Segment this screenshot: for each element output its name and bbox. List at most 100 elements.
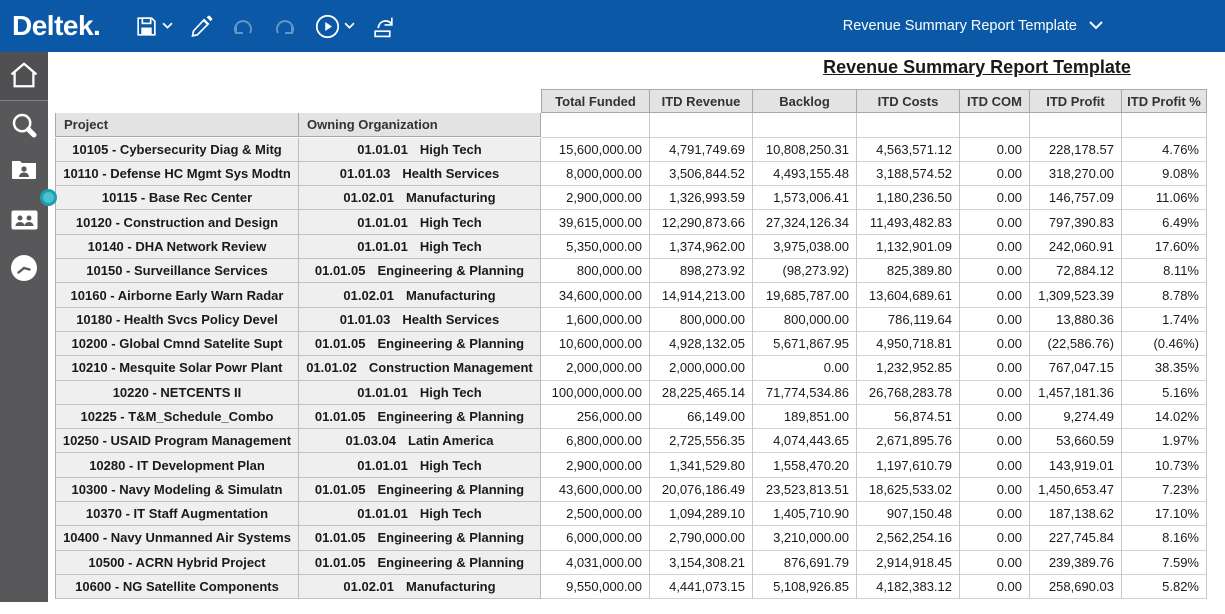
owning-organization-cell[interactable]: 01.01.05Engineering & Planning [299, 478, 541, 502]
numeric-cell[interactable]: 4,074,443.65 [753, 429, 857, 453]
numeric-cell[interactable]: 2,671,895.76 [857, 429, 960, 453]
numeric-cell[interactable]: 0.00 [960, 429, 1030, 453]
numeric-cell[interactable]: 146,757.09 [1030, 186, 1122, 210]
numeric-cell[interactable]: 898,273.92 [650, 259, 753, 283]
numeric-cell[interactable]: 17.10% [1122, 502, 1207, 526]
numeric-cell[interactable]: 8.16% [1122, 526, 1207, 550]
table-row[interactable]: 10225 - T&M_Schedule_Combo01.01.05Engine… [55, 405, 1207, 429]
numeric-cell[interactable]: 256,000.00 [541, 405, 650, 429]
numeric-cell[interactable]: 2,900,000.00 [541, 453, 650, 477]
numeric-cell[interactable]: 318,270.00 [1030, 162, 1122, 186]
export-button[interactable] [363, 8, 404, 44]
owning-organization-cell[interactable]: 01.02.01Manufacturing [299, 575, 541, 599]
numeric-cell[interactable]: 1,450,653.47 [1030, 478, 1122, 502]
save-button[interactable] [126, 8, 181, 44]
column-header-itd-com[interactable]: ITD COM [960, 89, 1030, 113]
numeric-cell[interactable]: 5.82% [1122, 575, 1207, 599]
numeric-cell[interactable]: 38.35% [1122, 356, 1207, 380]
numeric-cell[interactable]: 0.00 [960, 526, 1030, 550]
numeric-cell[interactable]: 228,178.57 [1030, 138, 1122, 162]
project-cell[interactable]: 10370 - IT Staff Augmentation [55, 502, 299, 526]
column-header-itd-profit[interactable]: ITD Profit [1030, 89, 1122, 113]
numeric-cell[interactable]: 26,768,283.78 [857, 381, 960, 405]
numeric-cell[interactable]: 19,685,787.00 [753, 283, 857, 307]
numeric-cell[interactable]: 5,671,867.95 [753, 332, 857, 356]
column-header-owning-organization[interactable]: Owning Organization [299, 113, 541, 137]
numeric-cell[interactable]: 8,000,000.00 [541, 162, 650, 186]
project-cell[interactable]: 10110 - Defense HC Mgmt Sys Modtn [55, 162, 299, 186]
numeric-cell[interactable]: 5,108,926.85 [753, 575, 857, 599]
numeric-cell[interactable]: 66,149.00 [650, 405, 753, 429]
numeric-cell[interactable]: 797,390.83 [1030, 210, 1122, 234]
sidebar-item-people[interactable] [4, 202, 44, 242]
numeric-cell[interactable]: 3,975,038.00 [753, 235, 857, 259]
project-cell[interactable]: 10150 - Surveillance Services [55, 259, 299, 283]
numeric-cell[interactable]: 20,076,186.49 [650, 478, 753, 502]
numeric-cell[interactable]: 1,341,529.80 [650, 453, 753, 477]
numeric-cell[interactable]: 3,506,844.52 [650, 162, 753, 186]
numeric-cell[interactable]: 786,119.64 [857, 308, 960, 332]
owning-organization-cell[interactable]: 01.01.01High Tech [299, 138, 541, 162]
numeric-cell[interactable]: 56,874.51 [857, 405, 960, 429]
numeric-cell[interactable]: 39,615,000.00 [541, 210, 650, 234]
numeric-cell[interactable]: 43,600,000.00 [541, 478, 650, 502]
numeric-cell[interactable]: 143,919.01 [1030, 453, 1122, 477]
table-row[interactable]: 10280 - IT Development Plan01.01.01High … [55, 453, 1207, 477]
numeric-cell[interactable]: 14.02% [1122, 405, 1207, 429]
numeric-cell[interactable]: 876,691.79 [753, 551, 857, 575]
numeric-cell[interactable]: 1,457,181.36 [1030, 381, 1122, 405]
numeric-cell[interactable]: 34,600,000.00 [541, 283, 650, 307]
owning-organization-cell[interactable]: 01.01.05Engineering & Planning [299, 551, 541, 575]
numeric-cell[interactable]: 23,523,813.51 [753, 478, 857, 502]
numeric-cell[interactable]: 72,884.12 [1030, 259, 1122, 283]
numeric-cell[interactable]: 3,188,574.52 [857, 162, 960, 186]
numeric-cell[interactable]: 7.23% [1122, 478, 1207, 502]
table-row[interactable]: 10150 - Surveillance Services01.01.05Eng… [55, 259, 1207, 283]
table-row[interactable]: 10220 - NETCENTS II01.01.01High Tech100,… [55, 381, 1207, 405]
numeric-cell[interactable]: 4,182,383.12 [857, 575, 960, 599]
numeric-cell[interactable]: 28,225,465.14 [650, 381, 753, 405]
numeric-cell[interactable]: 907,150.48 [857, 502, 960, 526]
redo-button[interactable] [264, 8, 306, 44]
project-cell[interactable]: 10400 - Navy Unmanned Air Systems [55, 526, 299, 550]
numeric-cell[interactable]: 0.00 [960, 405, 1030, 429]
column-header-itd-profit-pct[interactable]: ITD Profit % [1122, 89, 1207, 113]
numeric-cell[interactable]: 17.60% [1122, 235, 1207, 259]
numeric-cell[interactable]: 9.08% [1122, 162, 1207, 186]
numeric-cell[interactable]: 1,232,952.85 [857, 356, 960, 380]
column-header-itd-costs[interactable]: ITD Costs [857, 89, 960, 113]
owning-organization-cell[interactable]: 01.02.01Manufacturing [299, 186, 541, 210]
numeric-cell[interactable]: 0.00 [960, 186, 1030, 210]
numeric-cell[interactable]: 0.00 [960, 356, 1030, 380]
table-row[interactable]: 10400 - Navy Unmanned Air Systems01.01.0… [55, 526, 1207, 550]
numeric-cell[interactable]: 0.00 [960, 453, 1030, 477]
numeric-cell[interactable]: 5.16% [1122, 381, 1207, 405]
table-row[interactable]: 10140 - DHA Network Review01.01.01High T… [55, 235, 1207, 259]
numeric-cell[interactable]: 18,625,533.02 [857, 478, 960, 502]
numeric-cell[interactable]: 0.00 [960, 259, 1030, 283]
owning-organization-cell[interactable]: 01.01.05Engineering & Planning [299, 259, 541, 283]
numeric-cell[interactable]: 1,132,901.09 [857, 235, 960, 259]
numeric-cell[interactable]: 0.00 [960, 575, 1030, 599]
table-row[interactable]: 10115 - Base Rec Center01.02.01Manufactu… [55, 186, 1207, 210]
owning-organization-cell[interactable]: 01.01.01High Tech [299, 502, 541, 526]
table-row[interactable]: 10300 - Navy Modeling & Simulatn01.01.05… [55, 478, 1207, 502]
table-row[interactable]: 10110 - Defense HC Mgmt Sys Modtn01.01.0… [55, 162, 1207, 186]
numeric-cell[interactable]: 0.00 [960, 138, 1030, 162]
table-row[interactable]: 10600 - NG Satellite Components01.02.01M… [55, 575, 1207, 599]
project-cell[interactable]: 10300 - Navy Modeling & Simulatn [55, 478, 299, 502]
numeric-cell[interactable]: 8.11% [1122, 259, 1207, 283]
project-cell[interactable]: 10140 - DHA Network Review [55, 235, 299, 259]
numeric-cell[interactable]: 8.78% [1122, 283, 1207, 307]
numeric-cell[interactable]: 53,660.59 [1030, 429, 1122, 453]
numeric-cell[interactable]: 1,094,289.10 [650, 502, 753, 526]
numeric-cell[interactable]: 4,031,000.00 [541, 551, 650, 575]
numeric-cell[interactable]: 0.00 [960, 502, 1030, 526]
numeric-cell[interactable]: 800,000.00 [650, 308, 753, 332]
numeric-cell[interactable]: (0.46%) [1122, 332, 1207, 356]
numeric-cell[interactable]: 71,774,534.86 [753, 381, 857, 405]
numeric-cell[interactable]: 3,154,308.21 [650, 551, 753, 575]
numeric-cell[interactable]: 6,000,000.00 [541, 526, 650, 550]
numeric-cell[interactable]: 2,000,000.00 [541, 356, 650, 380]
sidebar-item-search[interactable] [4, 107, 44, 147]
